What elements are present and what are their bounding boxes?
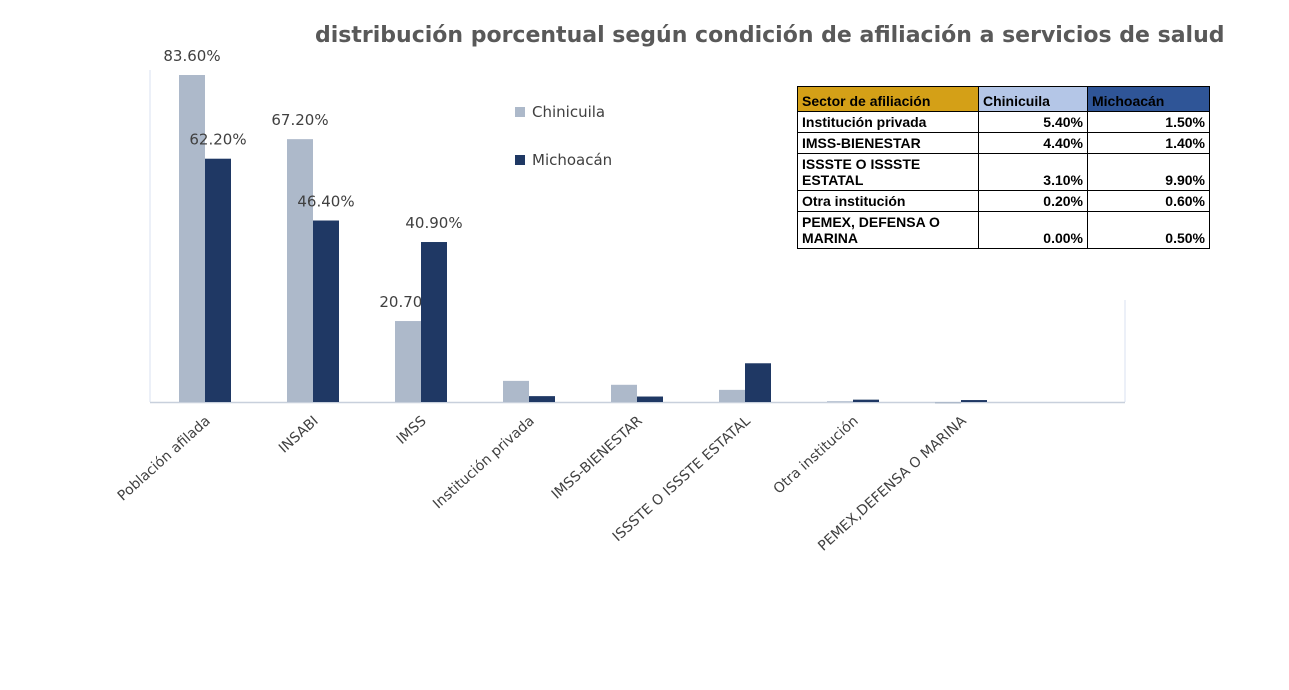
table-cell: Institución privada <box>797 111 979 133</box>
table-cell: 0.60% <box>1087 190 1210 212</box>
bar <box>935 402 961 404</box>
x-tick-label: Población afilada <box>115 413 214 504</box>
data-label: 83.60% <box>163 47 220 65</box>
data-label: 46.40% <box>297 193 354 211</box>
bar <box>719 389 745 402</box>
legend-swatch <box>515 107 525 117</box>
table-cell: IMSS-BIENESTAR <box>797 132 979 154</box>
bar <box>205 158 231 402</box>
bar <box>637 396 663 402</box>
table-cell: 3.10% <box>978 153 1088 191</box>
table-cell: 0.50% <box>1087 211 1210 249</box>
x-tick-label: INSABI <box>276 413 322 456</box>
bar <box>503 380 529 402</box>
bar <box>961 400 987 402</box>
bar <box>179 75 205 402</box>
chart-title: distribución porcentual según condición … <box>315 23 1225 48</box>
table-row: IMSS-BIENESTAR 4.40% 1.40% <box>797 132 1210 154</box>
x-tick-label: IMSS-BIENESTAR <box>549 413 646 503</box>
table-cell: 5.40% <box>978 111 1088 133</box>
table-cell: PEMEX, DEFENSA O MARINA <box>797 211 979 249</box>
bar <box>611 384 637 402</box>
data-label: 40.90% <box>405 214 462 232</box>
header-cell: Chinicuila <box>978 86 1088 112</box>
table-cell: 1.50% <box>1087 111 1210 133</box>
x-tick-label: Institución privada <box>430 413 538 512</box>
table-row: Otra institución 0.20% 0.60% <box>797 190 1210 212</box>
table-row: PEMEX, DEFENSA O MARINA 0.00% 0.50% <box>797 211 1210 249</box>
x-tick-label: Otra institución <box>771 413 862 497</box>
table-row: ISSSTE O ISSSTE ESTATAL 3.10% 9.90% <box>797 153 1210 191</box>
table-cell: 0.00% <box>978 211 1088 249</box>
legend-label: Chinicuila <box>532 103 605 121</box>
table-row: Institución privada 5.40% 1.50% <box>797 111 1210 133</box>
bar <box>745 363 771 402</box>
table-cell: ISSSTE O ISSSTE ESTATAL <box>797 153 979 191</box>
header-cell: Sector de afiliación <box>797 86 979 112</box>
data-table: Sector de afiliación Chinicuila Michoacá… <box>797 86 1210 249</box>
table-cell: 0.20% <box>978 190 1088 212</box>
table-header: Sector de afiliación Chinicuila Michoacá… <box>797 86 1210 112</box>
bar <box>421 242 447 402</box>
legend-swatch <box>515 155 525 165</box>
data-label: 62.20% <box>189 131 246 149</box>
bar <box>395 321 421 402</box>
header-cell: Michoacán <box>1087 86 1210 112</box>
bar <box>529 396 555 402</box>
table-cell: Otra institución <box>797 190 979 212</box>
bar <box>287 139 313 403</box>
table-cell: 4.40% <box>978 132 1088 154</box>
bar <box>313 220 339 402</box>
table-cell: 1.40% <box>1087 132 1210 154</box>
bar <box>853 399 879 402</box>
data-label: 67.20% <box>271 111 328 129</box>
x-tick-label: IMSS <box>394 413 430 448</box>
legend-label: Michoacán <box>532 151 612 169</box>
table-cell: 9.90% <box>1087 153 1210 191</box>
bar <box>827 401 853 402</box>
table-body: Institución privada 5.40% 1.50% IMSS-BIENES… <box>797 111 1210 249</box>
